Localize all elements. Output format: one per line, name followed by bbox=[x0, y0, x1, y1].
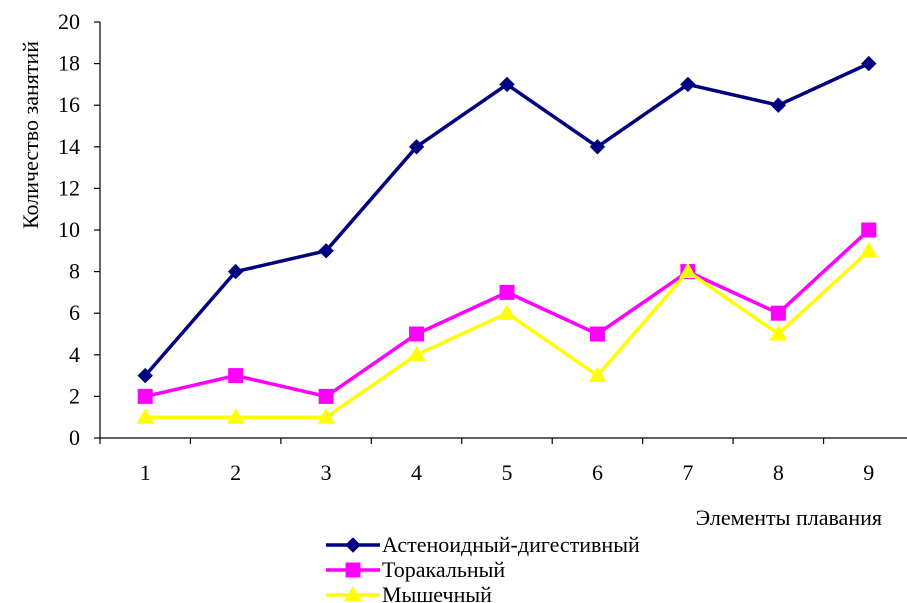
x-tick-label: 6 bbox=[592, 460, 603, 485]
legend-label: Торакальный bbox=[382, 557, 505, 582]
data-point bbox=[317, 408, 335, 424]
data-point bbox=[770, 97, 787, 113]
x-tick-label: 4 bbox=[411, 460, 422, 485]
series-diamond bbox=[137, 55, 877, 384]
data-point bbox=[227, 263, 244, 280]
data-point bbox=[679, 262, 697, 279]
legend-swatch-marker bbox=[345, 562, 361, 578]
legend-item: Астеноидный-дигестивный bbox=[326, 532, 640, 557]
legend-swatch-marker bbox=[345, 537, 361, 553]
data-point bbox=[407, 345, 426, 362]
y-tick-label: 14 bbox=[58, 134, 80, 159]
series-triangle bbox=[136, 241, 878, 424]
data-point bbox=[769, 324, 788, 341]
y-tick-label: 18 bbox=[58, 51, 80, 76]
data-point bbox=[136, 408, 155, 424]
y-tick-label: 0 bbox=[69, 425, 80, 450]
data-point bbox=[409, 326, 425, 342]
data-point bbox=[318, 243, 334, 259]
series-line bbox=[143, 62, 870, 377]
data-point bbox=[770, 305, 786, 321]
data-point bbox=[589, 326, 605, 342]
y-tick-label: 12 bbox=[58, 175, 80, 200]
data-point bbox=[137, 367, 153, 384]
series-layer bbox=[136, 55, 878, 424]
y-tick-label: 16 bbox=[58, 92, 80, 117]
legend-item: Торакальный bbox=[326, 557, 505, 582]
data-point bbox=[137, 388, 153, 404]
legend-label: Астеноидный-дигестивный bbox=[382, 532, 640, 557]
x-tick-label: 8 bbox=[773, 460, 784, 485]
legend-label: Мышечный bbox=[382, 582, 492, 603]
data-point bbox=[588, 366, 607, 383]
y-tick-label: 10 bbox=[58, 217, 80, 242]
x-tick-label: 2 bbox=[230, 460, 241, 485]
x-tick-label: 9 bbox=[863, 460, 874, 485]
data-point bbox=[499, 76, 515, 93]
data-point bbox=[499, 284, 515, 300]
x-tick-label: 1 bbox=[140, 460, 151, 485]
data-point bbox=[861, 222, 877, 238]
y-axis-title: Количество занятий bbox=[18, 41, 43, 229]
y-tick-label: 8 bbox=[69, 259, 80, 284]
x-tick-label: 5 bbox=[502, 460, 513, 485]
legend-swatch-marker bbox=[344, 585, 362, 602]
y-axis-ticks: 0 2 4 6 8 10 12 14 16 18 20 bbox=[58, 9, 100, 450]
legend-item: Мышечный bbox=[326, 582, 492, 603]
x-tick-label: 3 bbox=[321, 460, 332, 485]
data-point bbox=[498, 304, 516, 320]
data-point bbox=[408, 139, 425, 155]
data-point bbox=[861, 55, 877, 72]
data-point bbox=[318, 388, 334, 404]
y-tick-label: 2 bbox=[69, 383, 80, 408]
y-tick-label: 4 bbox=[69, 342, 80, 367]
y-tick-label: 20 bbox=[58, 9, 80, 34]
data-point bbox=[228, 368, 244, 384]
x-axis-ticks: 1 2 3 4 5 6 7 8 9 bbox=[99, 438, 874, 485]
y-tick-label: 6 bbox=[69, 300, 80, 325]
data-point bbox=[680, 76, 696, 93]
series-line bbox=[145, 249, 870, 419]
data-point bbox=[859, 241, 878, 258]
data-point bbox=[226, 408, 245, 424]
legend: Астеноидный-дигестивныйТоракальныйМышечн… bbox=[326, 532, 640, 603]
x-tick-label: 7 bbox=[682, 460, 693, 485]
x-axis-title: Элементы плавания bbox=[696, 505, 882, 530]
data-point bbox=[589, 139, 606, 155]
